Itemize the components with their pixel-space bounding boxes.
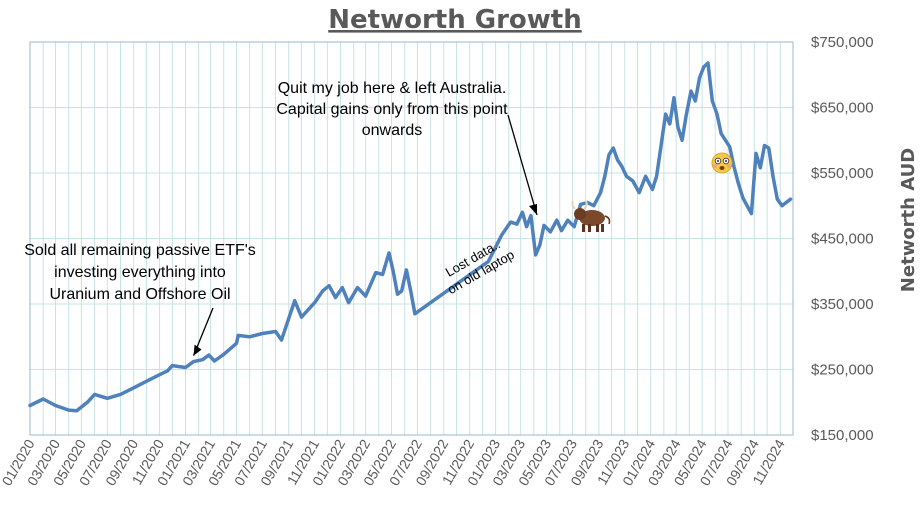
y-tick-label: $750,000 bbox=[811, 34, 874, 51]
y-tick-label: $250,000 bbox=[811, 362, 874, 379]
y-tick-label: $550,000 bbox=[811, 165, 874, 182]
y-tick-label: $150,000 bbox=[811, 427, 874, 444]
y-tick-label: $650,000 bbox=[811, 100, 874, 117]
annotation-quit-job-note: Quit my job here & left Australia. Capita… bbox=[276, 80, 508, 139]
arrow-head bbox=[193, 344, 202, 356]
annotation-lost-data-note: Lost data..on old laptop bbox=[437, 233, 517, 297]
y-axis-ticks: $150,000 $250,000 $350,000 $450,000 $550,000… bbox=[811, 34, 874, 444]
annotation-etf-note: Sold all remaining passive ETF's investin… bbox=[24, 242, 256, 303]
networth-series-line bbox=[28, 61, 793, 413]
y-axis-label: Networth AUD bbox=[898, 148, 919, 292]
bull-icon bbox=[571, 200, 611, 232]
chart-title: Networth Growth bbox=[328, 5, 582, 35]
x-axis-ticks: 01/202003/202005/202007/202009/202011/20… bbox=[0, 436, 788, 488]
annotations: Sold all remaining passive ETF's investin… bbox=[24, 80, 733, 356]
y-tick-label: $350,000 bbox=[811, 296, 874, 313]
series-layer bbox=[28, 61, 793, 413]
plot-area-border bbox=[29, 41, 794, 436]
shocked-face-icon bbox=[711, 152, 733, 174]
arrow-head bbox=[529, 204, 537, 215]
y-tick-label: $450,000 bbox=[811, 231, 874, 248]
annotation-arrow bbox=[507, 114, 538, 216]
